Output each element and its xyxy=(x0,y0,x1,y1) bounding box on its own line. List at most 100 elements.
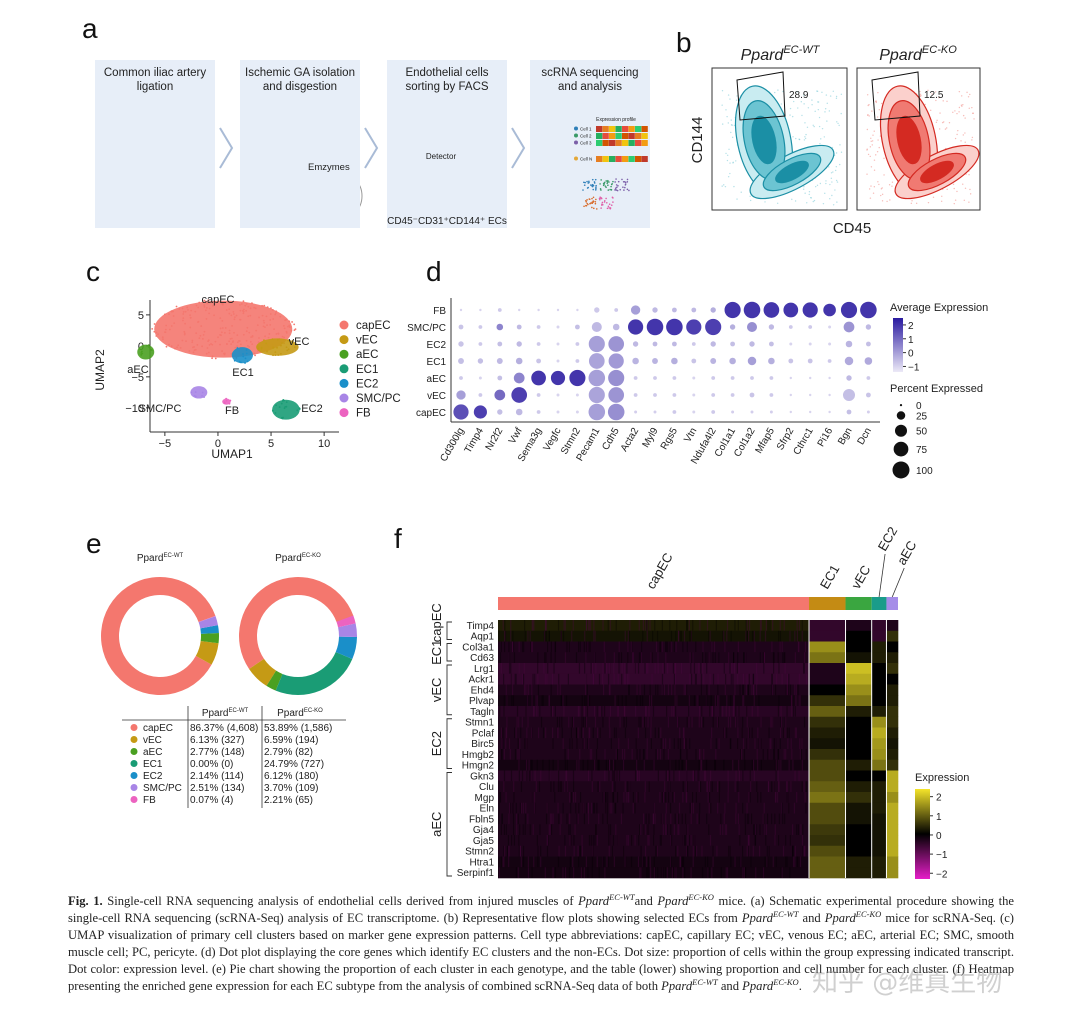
heat-texture xyxy=(644,845,647,857)
gene-label: Eln xyxy=(480,804,494,815)
heat-texture xyxy=(787,684,789,696)
heat-texture xyxy=(759,652,761,663)
thumb-dot xyxy=(588,180,590,183)
heat-texture xyxy=(753,630,755,642)
cluster-dot xyxy=(274,354,277,357)
heat-texture xyxy=(602,684,605,696)
heat-cell xyxy=(886,727,899,739)
heat-texture xyxy=(779,738,781,749)
heat-texture xyxy=(688,716,690,728)
heat-texture xyxy=(794,630,796,642)
caption-text: Single-cell RNA sequencing analysis of e… xyxy=(102,894,579,908)
heat-texture xyxy=(739,684,741,696)
heat-texture xyxy=(617,695,619,706)
heat-texture xyxy=(547,835,550,846)
heat-texture xyxy=(564,845,567,857)
heat-texture xyxy=(593,620,595,631)
flow-dot xyxy=(828,166,830,168)
cluster-dot xyxy=(285,332,288,334)
flow-dot xyxy=(789,107,792,110)
heat-texture xyxy=(746,706,748,717)
heat-texture xyxy=(500,663,503,674)
heat-texture xyxy=(768,845,770,857)
heat-cell xyxy=(498,813,810,825)
heat-texture xyxy=(611,770,614,782)
cluster-dot xyxy=(263,321,266,324)
heat-texture xyxy=(544,630,546,642)
heat-cell xyxy=(845,684,872,696)
heat-texture xyxy=(756,673,758,685)
flow-dot xyxy=(729,98,731,100)
caption-text: mice. (a) Schematic experimental procedu… xyxy=(68,894,1014,925)
heat-texture xyxy=(546,673,548,685)
cluster-dot xyxy=(250,336,253,339)
gene-label: Stmn1 xyxy=(465,718,494,729)
flow-dot xyxy=(733,185,735,188)
heat-texture xyxy=(644,663,646,674)
thumb-dot xyxy=(594,178,597,181)
heat-texture xyxy=(765,824,767,835)
heat-texture xyxy=(693,695,696,706)
heat-texture xyxy=(642,630,644,642)
heat-texture xyxy=(685,738,687,749)
thumb-dot xyxy=(623,189,625,191)
flow-dot xyxy=(812,200,814,203)
heat-texture xyxy=(588,695,591,706)
heat-texture xyxy=(692,856,694,868)
heat-texture xyxy=(777,835,780,846)
heat-texture xyxy=(652,813,654,825)
heat-texture xyxy=(751,706,753,717)
heat-texture xyxy=(673,706,675,717)
heat-cell xyxy=(498,845,810,857)
heat-texture xyxy=(569,856,571,868)
cluster-dot xyxy=(248,346,251,348)
heat-texture xyxy=(727,781,729,792)
heat-texture xyxy=(527,856,529,868)
heat-texture xyxy=(714,652,716,663)
thumb-dot xyxy=(584,181,586,184)
heat-texture xyxy=(693,663,696,674)
heat-texture xyxy=(530,641,533,653)
heat-texture xyxy=(615,727,617,739)
heat-texture xyxy=(710,641,712,653)
dot xyxy=(671,307,677,313)
legend-title: Average Expression xyxy=(890,302,988,314)
cluster-dot xyxy=(201,394,203,397)
legend-swatch xyxy=(339,378,349,388)
heat-texture xyxy=(657,684,659,696)
heat-texture xyxy=(726,630,728,642)
heat-texture xyxy=(640,716,642,728)
dot xyxy=(653,410,657,414)
heat-texture xyxy=(768,749,770,760)
flow-dot xyxy=(829,183,831,186)
heat-texture xyxy=(536,835,538,846)
heat-texture xyxy=(718,738,720,749)
cluster-dot xyxy=(195,332,198,335)
dot xyxy=(769,393,774,397)
heat-texture xyxy=(628,684,630,696)
heat-texture xyxy=(696,813,698,825)
flow-dot xyxy=(817,108,820,111)
dot xyxy=(632,341,639,347)
cluster-dot xyxy=(198,301,201,304)
heat-texture xyxy=(586,620,588,631)
heat-texture xyxy=(565,770,568,782)
donut-slice xyxy=(200,625,219,634)
heat-texture xyxy=(663,684,666,696)
heat-texture xyxy=(582,802,584,814)
flow-dot xyxy=(835,97,838,100)
heat-texture xyxy=(529,824,531,835)
heat-texture xyxy=(649,620,651,631)
heat-texture xyxy=(676,716,679,728)
heat-texture xyxy=(506,845,509,857)
heat-texture xyxy=(639,695,642,706)
heat-texture xyxy=(803,781,805,792)
heat-cell xyxy=(886,770,899,782)
heat-texture xyxy=(673,792,675,803)
heat-texture xyxy=(799,856,802,868)
heat-texture xyxy=(763,652,765,663)
heat-cell xyxy=(886,813,899,825)
cluster-dot xyxy=(261,314,264,317)
heat-texture xyxy=(512,641,514,653)
thumb-dot xyxy=(612,197,614,199)
